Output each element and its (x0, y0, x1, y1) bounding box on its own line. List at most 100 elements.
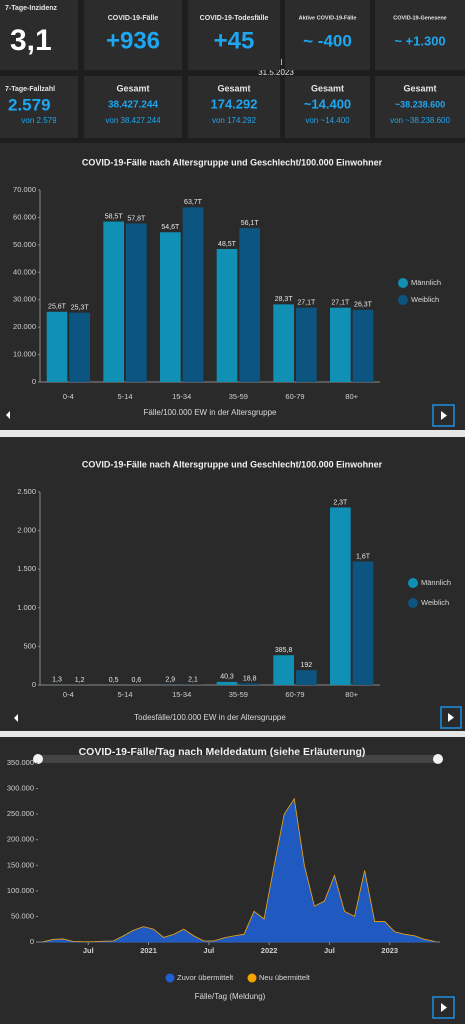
tile (188, 76, 280, 138)
x-tick-label: 2021 (140, 946, 157, 955)
next-button[interactable] (432, 996, 455, 1019)
x-tick-label: 5-14 (117, 392, 132, 401)
x-axis-label: Todesfälle/100.000 EW in der Altersgrupp… (134, 713, 286, 722)
x-tick-label: 0-4 (63, 690, 74, 699)
x-tick-label: Jul (203, 946, 214, 955)
bar (330, 307, 351, 382)
data-label: 385,8 (275, 647, 293, 654)
y-tick-label: 40.000 (13, 267, 36, 276)
data-label: 26,3T (354, 302, 373, 309)
bar (352, 309, 374, 382)
prev-button[interactable] (14, 714, 18, 722)
tile-value: 174.292 (211, 96, 258, 111)
data-label: 28,3T (275, 296, 294, 303)
legend-swatch[interactable] (408, 598, 418, 608)
x-tick-label: 80+ (345, 392, 358, 401)
chart-title: COVID-19-Fälle/Tag nach Meldedatum (sieh… (79, 746, 366, 758)
legend-swatch[interactable] (398, 278, 408, 288)
legend-label[interactable]: Zuvor übermittelt (177, 973, 234, 982)
x-tick-label: 5-14 (117, 690, 132, 699)
tile (375, 0, 465, 70)
legend-swatch[interactable] (408, 578, 418, 588)
x-tick-label: 15-34 (172, 690, 191, 699)
data-label: 54,6T (161, 224, 180, 231)
bar (296, 307, 317, 382)
legend-label[interactable]: Männlich (411, 278, 441, 287)
divider (0, 731, 465, 737)
x-tick-label: Jul (83, 946, 94, 955)
bar (273, 304, 294, 382)
y-tick-label: 200.000 (7, 835, 34, 844)
bar (352, 561, 374, 685)
legend-swatch[interactable] (398, 295, 408, 305)
tile-value: 38.427.244 (108, 100, 158, 111)
y-tick-label: 150.000 (7, 860, 34, 869)
data-label: 0,6 (131, 677, 141, 684)
y-tick-label: 300.000 (7, 784, 34, 793)
bar (69, 312, 90, 382)
y-tick-label: 0 (30, 937, 34, 946)
tile (285, 76, 370, 138)
y-tick-label: 500 (23, 641, 36, 650)
y-tick-label: 0 (32, 680, 36, 689)
bar (126, 223, 147, 382)
data-label: 2,9 (165, 677, 175, 684)
bar (46, 311, 68, 382)
legend-swatch[interactable] (247, 973, 257, 983)
bar (273, 655, 294, 685)
data-label: 25,3T (71, 304, 90, 311)
tile-title: COVID-19-Todesfälle (200, 15, 269, 22)
y-tick-label: 100.000 (7, 886, 34, 895)
next-button[interactable] (432, 404, 455, 427)
y-tick-label: 50.000 (11, 911, 34, 920)
tile-sub: von ~38.238.600 (390, 116, 450, 125)
tile-value: 3,1 (10, 24, 52, 57)
x-tick-label: 2023 (381, 946, 398, 955)
slider-handle[interactable] (33, 754, 43, 764)
legend-swatch[interactable] (165, 973, 175, 983)
x-tick-label: 35-59 (229, 392, 248, 401)
tile-sub: von ~14.400 (305, 116, 350, 125)
slider-handle[interactable] (433, 754, 443, 764)
data-label: 1,2 (75, 677, 85, 684)
data-label: 2,1 (188, 677, 198, 684)
next-icon (441, 1003, 447, 1012)
tile (0, 0, 78, 70)
tile-title: COVID-19-Genesene (393, 15, 447, 21)
tile-title: 7-Tage-Fallzahl (5, 86, 55, 93)
bar (296, 670, 317, 685)
tile-sub: von 38.427.244 (105, 116, 161, 125)
y-tick-label: 60.000 (13, 212, 36, 221)
legend-label[interactable]: Weiblich (421, 598, 449, 607)
tile (0, 76, 78, 138)
y-tick-label: 250.000 (7, 809, 34, 818)
data-label: 27,1T (331, 300, 350, 307)
y-tick-label: 10.000 (13, 350, 36, 359)
tile-value: +45 (214, 27, 255, 54)
y-tick-label: 1.000 (17, 603, 36, 612)
panel (0, 737, 465, 1024)
legend-label[interactable]: Weiblich (411, 295, 439, 304)
data-label: 56,1T (241, 220, 260, 227)
prev-button[interactable] (6, 411, 10, 419)
legend-label[interactable]: Männlich (421, 578, 451, 587)
legend-label[interactable]: Neu übermittelt (259, 973, 311, 982)
range-slider[interactable] (38, 755, 440, 763)
tile-value: ~ +1.300 (394, 33, 445, 48)
tile-title: Gesamt (217, 83, 250, 93)
panel (0, 437, 465, 731)
data-label: 2,3T (333, 499, 348, 506)
y-tick-label: 2.500 (17, 487, 36, 496)
y-tick-label: 0 (32, 377, 36, 386)
y-tick-label: 50.000 (13, 240, 36, 249)
bar (216, 248, 238, 382)
tile-value: 2.579 (8, 95, 51, 114)
tile (84, 0, 182, 70)
y-tick-label: 2.000 (17, 526, 36, 535)
divider (0, 430, 465, 437)
data-label: 57,8T (127, 215, 146, 222)
y-tick-label: 20.000 (13, 322, 36, 331)
next-button[interactable] (440, 706, 462, 729)
